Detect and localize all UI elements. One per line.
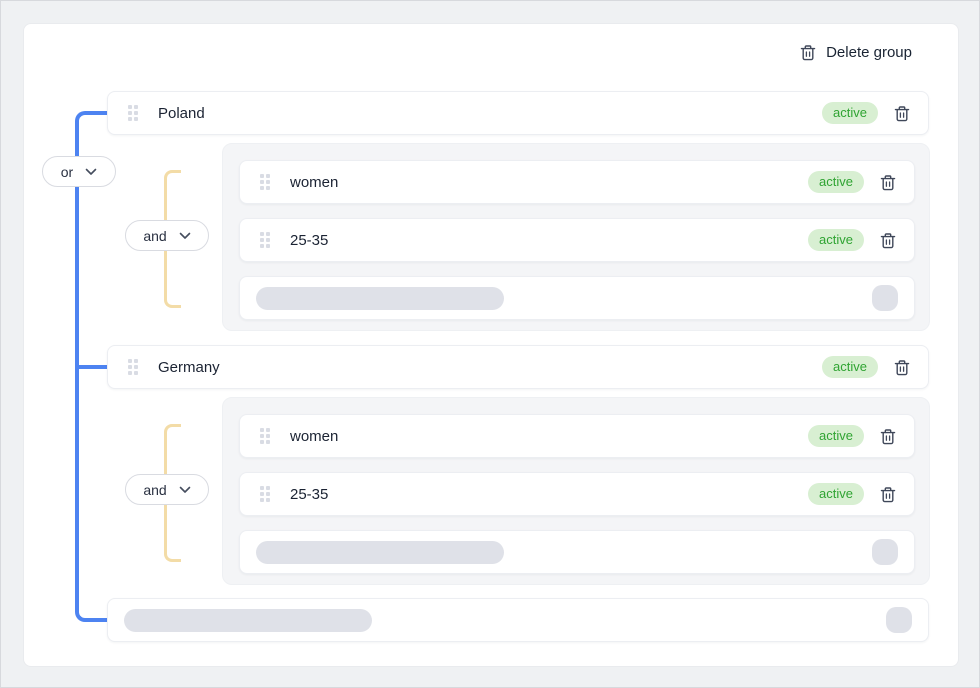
skeleton-bar xyxy=(256,286,504,310)
group-row-poland: Poland active xyxy=(107,91,929,135)
delete-group-label: Delete group xyxy=(826,44,912,61)
drag-handle-icon[interactable] xyxy=(128,359,138,375)
trash-icon xyxy=(880,428,896,445)
status-badge: active xyxy=(808,425,864,447)
status-badge: active xyxy=(808,483,864,505)
skeleton-square xyxy=(872,285,898,311)
group-label: Germany xyxy=(158,358,220,376)
nested-group-panel-2: women active 25-35 active xyxy=(222,397,930,585)
condition-label: women xyxy=(290,173,339,191)
condition-row: women active xyxy=(239,160,915,204)
drag-handle-icon[interactable] xyxy=(260,428,270,444)
chevron-down-icon xyxy=(179,232,191,240)
skeleton-square xyxy=(872,539,898,565)
root-operator-value: or xyxy=(60,163,74,180)
condition-placeholder-row xyxy=(239,530,915,574)
chevron-down-icon xyxy=(85,168,97,176)
condition-placeholder-row xyxy=(239,276,915,320)
delete-row-button[interactable] xyxy=(894,359,910,376)
drag-handle-icon[interactable] xyxy=(260,486,270,502)
skeleton-square xyxy=(886,607,912,633)
status-badge: active xyxy=(808,229,864,251)
delete-group-button[interactable]: Delete group xyxy=(800,44,912,61)
skeleton-bar xyxy=(256,540,504,564)
status-badge: active xyxy=(822,102,878,124)
root-operator-select[interactable]: or xyxy=(42,156,116,187)
delete-row-button[interactable] xyxy=(880,428,896,445)
group-operator-select-1[interactable]: and xyxy=(125,220,209,251)
or-connector-branch xyxy=(75,365,107,369)
status-badge: active xyxy=(808,171,864,193)
drag-handle-icon[interactable] xyxy=(128,105,138,121)
rule-builder-card: Delete group or Poland active xyxy=(23,23,959,667)
skeleton-bar xyxy=(124,608,372,632)
group-row-germany: Germany active xyxy=(107,345,929,389)
group-operator-value: and xyxy=(143,227,167,244)
group-label: Poland xyxy=(158,104,205,122)
condition-row: 25-35 active xyxy=(239,472,915,516)
delete-row-button[interactable] xyxy=(880,174,896,191)
trash-icon xyxy=(880,486,896,503)
trash-icon xyxy=(894,105,910,122)
status-badge: active xyxy=(822,356,878,378)
condition-label: women xyxy=(290,427,339,445)
group-operator-select-2[interactable]: and xyxy=(125,474,209,505)
trash-icon xyxy=(880,174,896,191)
drag-handle-icon[interactable] xyxy=(260,174,270,190)
trash-icon xyxy=(880,232,896,249)
condition-label: 25-35 xyxy=(290,485,329,503)
group-operator-value: and xyxy=(143,481,167,498)
delete-row-button[interactable] xyxy=(880,486,896,503)
condition-row: women active xyxy=(239,414,915,458)
condition-label: 25-35 xyxy=(290,231,329,249)
delete-row-button[interactable] xyxy=(894,105,910,122)
nested-group-panel-1: women active 25-35 active xyxy=(222,143,930,331)
chevron-down-icon xyxy=(179,486,191,494)
delete-row-button[interactable] xyxy=(880,232,896,249)
trash-icon xyxy=(894,359,910,376)
trash-icon xyxy=(800,44,816,61)
group-placeholder-row xyxy=(107,598,929,642)
drag-handle-icon[interactable] xyxy=(260,232,270,248)
condition-row: 25-35 active xyxy=(239,218,915,262)
